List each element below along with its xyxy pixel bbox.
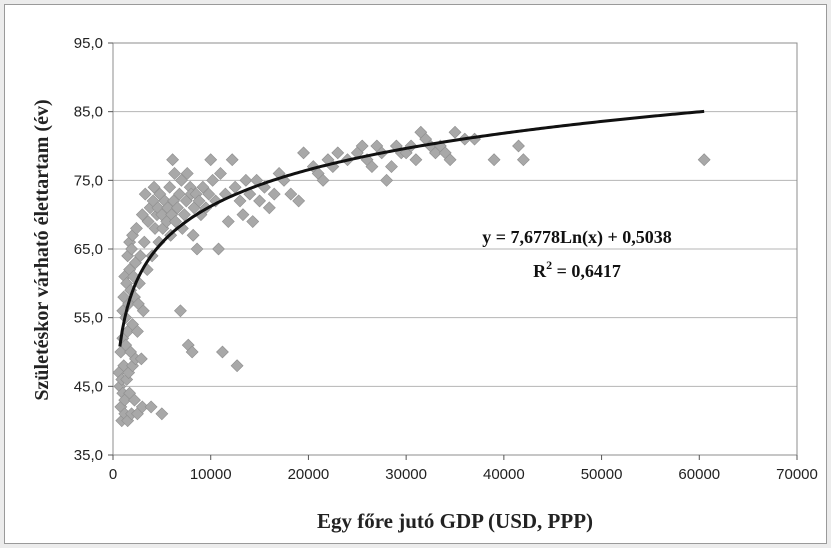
data-point [239, 173, 253, 187]
data-point [130, 221, 143, 235]
data-point [246, 215, 260, 228]
data-point [147, 180, 161, 194]
y-tick-label: 55,0 [74, 310, 103, 327]
data-point [136, 304, 150, 318]
data-point [512, 139, 525, 153]
data-point [230, 359, 244, 373]
data-point [133, 249, 147, 263]
data-point [155, 407, 169, 421]
data-point [448, 125, 462, 139]
x-tick-label: 40000 [483, 466, 525, 483]
data-point [173, 304, 187, 318]
data-point [166, 153, 180, 167]
data-point [202, 187, 216, 201]
data-point [135, 208, 149, 222]
data-point [128, 393, 141, 407]
x-axis-title: Egy főre jutó GDP (USD, PPP) [317, 509, 593, 533]
data-point [185, 345, 199, 359]
trendline [118, 109, 705, 347]
data-point [163, 180, 177, 194]
data-point [144, 400, 158, 414]
y-axis-title: Születéskor várható élettartam (év) [31, 99, 53, 400]
data-point [196, 180, 210, 194]
data-points [112, 125, 711, 428]
data-point [138, 187, 152, 201]
data-point [131, 324, 144, 338]
x-tick-label: 20000 [288, 466, 330, 483]
x-tick-label: 30000 [385, 466, 427, 483]
r-squared-label: R2 = 0,6417 [533, 258, 621, 281]
y-tick-label: 65,0 [74, 241, 103, 258]
x-tick-label: 50000 [581, 466, 623, 483]
axis-ticks: 35,0 45,0 55,0 65,0 75,0 85,0 95,0 0 10000 20000 3… [74, 35, 818, 483]
data-point [174, 173, 188, 187]
data-point [214, 167, 227, 180]
y-tick-label: 45,0 [74, 378, 103, 395]
data-point [233, 194, 247, 208]
data-point [262, 201, 276, 215]
data-point [204, 153, 218, 167]
trendline-equation: y = 7,6778Ln(x) + 0,5038 [482, 227, 672, 248]
data-point [487, 153, 501, 167]
data-point [409, 153, 423, 167]
y-tick-label: 75,0 [74, 172, 103, 189]
data-point [177, 208, 191, 222]
data-point [135, 400, 149, 414]
x-tick-label: 70000 [776, 466, 818, 483]
data-point [697, 153, 711, 167]
data-point [190, 242, 204, 256]
x-tick-label: 10000 [190, 466, 232, 483]
data-point [221, 215, 235, 228]
data-point [173, 187, 186, 201]
y-tick-label: 95,0 [74, 35, 103, 52]
data-point [365, 160, 379, 174]
data-point [225, 153, 239, 167]
data-point [168, 167, 181, 180]
data-point [267, 187, 281, 201]
data-point [141, 215, 155, 228]
data-point [297, 146, 310, 160]
data-point [134, 352, 148, 366]
data-point [206, 173, 220, 187]
data-point [171, 201, 184, 215]
data-point [137, 235, 151, 249]
data-point [169, 215, 182, 228]
data-point [216, 345, 229, 359]
y-tick-label: 85,0 [74, 104, 103, 121]
data-point [385, 160, 398, 174]
data-point [355, 139, 369, 153]
data-point [284, 187, 298, 201]
data-point [331, 146, 345, 160]
data-point [125, 242, 138, 256]
data-point [316, 173, 330, 187]
data-point [516, 153, 530, 167]
data-point [192, 194, 206, 208]
x-tick-label: 0 [109, 466, 117, 483]
data-point [443, 153, 457, 167]
data-point [380, 173, 394, 187]
data-point [212, 242, 225, 256]
data-point [180, 167, 194, 180]
data-point [253, 194, 266, 208]
gridlines [113, 111, 797, 387]
data-point [236, 208, 250, 222]
x-tick-label: 60000 [678, 466, 720, 483]
data-point [292, 194, 306, 208]
data-point [186, 228, 200, 242]
y-tick-label: 35,0 [74, 447, 103, 464]
